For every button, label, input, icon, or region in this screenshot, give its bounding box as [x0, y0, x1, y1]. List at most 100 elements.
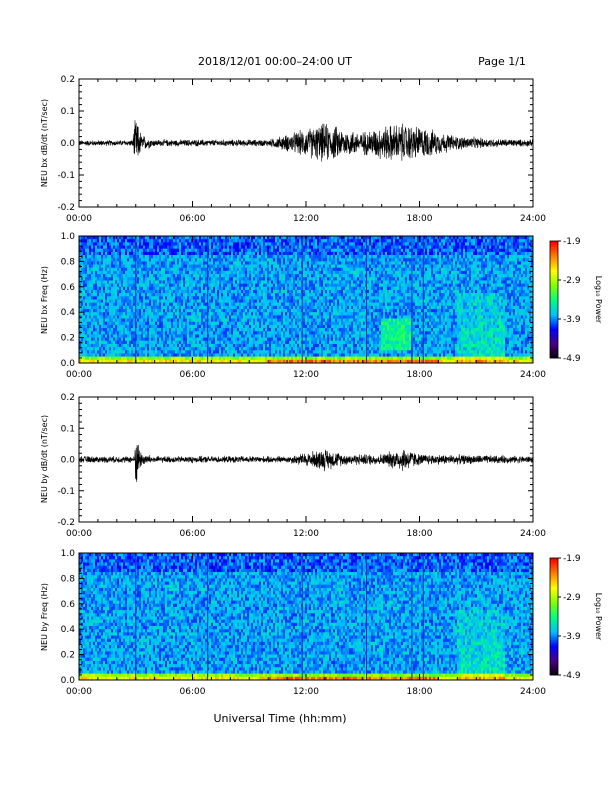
y-tick-label: -0.2 — [57, 203, 75, 213]
spectrogram-cell — [227, 245, 230, 249]
spectrogram-cell — [439, 277, 442, 281]
spectrogram-cell — [221, 239, 224, 243]
spectrogram-cell — [133, 293, 136, 297]
spectrogram-cell — [91, 236, 94, 240]
spectrogram-cell — [189, 283, 192, 288]
spectrogram-cell — [137, 261, 140, 265]
spectrogram-cell — [517, 299, 520, 303]
spectrogram-cell — [127, 255, 130, 259]
spectrogram-cell — [481, 296, 484, 300]
spectrogram-cell — [515, 245, 518, 249]
spectrogram-cell — [435, 264, 438, 269]
spectrogram-cell — [235, 286, 238, 291]
spectrogram-cell — [409, 280, 412, 284]
spectrogram-cell — [139, 299, 142, 303]
spectrogram-cell — [367, 264, 370, 269]
spectrogram-cell — [211, 296, 214, 300]
spectrogram-cell — [333, 267, 336, 272]
spectrogram-cell — [511, 286, 514, 291]
spectrogram-cell — [127, 293, 130, 297]
spectrogram-cell — [439, 283, 442, 288]
spectrogram-cell — [257, 277, 260, 281]
spectrogram-cell — [183, 242, 186, 246]
spectrogram-cell — [501, 293, 504, 297]
spectrogram-cell — [91, 270, 94, 275]
spectrogram-cell — [111, 251, 114, 256]
spectrogram-cell — [409, 283, 412, 288]
spectrogram-cell — [253, 280, 256, 284]
spectrogram-cell — [217, 296, 220, 300]
spectrogram-cell — [447, 277, 450, 281]
spectrogram-cell — [451, 251, 454, 256]
spectrogram-cell — [307, 283, 310, 288]
spectrogram-cell — [493, 258, 496, 262]
spectrogram-cell — [457, 286, 460, 291]
spectrogram-cell — [111, 289, 114, 294]
spectrogram-cell — [453, 264, 456, 269]
spectrogram-cell — [173, 245, 176, 249]
spectrogram-cell — [119, 242, 122, 246]
spectrogram-cell — [375, 245, 378, 249]
spectrogram-cell — [437, 277, 440, 281]
spectrogram-cell — [193, 270, 196, 275]
spectrogram-cell — [351, 261, 354, 265]
spectrogram-cell — [171, 261, 174, 265]
spectrogram-cell — [357, 258, 360, 262]
spectrogram-cell — [167, 264, 170, 269]
spectrogram-cell — [123, 267, 126, 272]
spectrogram-cell — [463, 242, 466, 246]
spectrogram-cell — [183, 264, 186, 269]
spectrogram-cell — [151, 302, 154, 307]
spectrogram-cell — [149, 302, 152, 307]
spectrogram-cell — [123, 293, 126, 297]
spectrogram-cell — [199, 299, 202, 303]
spectrogram-cell — [391, 261, 394, 265]
spectrogram-cell — [175, 267, 178, 272]
spectrogram-cell — [405, 236, 408, 240]
spectrogram-cell — [287, 255, 290, 259]
spectrogram-cell — [205, 255, 208, 259]
spectrogram-cell — [209, 293, 212, 297]
spectrogram-cell — [467, 280, 470, 284]
spectrogram-cell — [457, 264, 460, 269]
spectrogram-cell — [335, 258, 338, 262]
spectrogram-cell — [111, 296, 114, 300]
spectrogram-cell — [523, 258, 526, 262]
spectrogram-cell — [435, 245, 438, 249]
spectrogram-cell — [219, 283, 222, 288]
spectrogram-cell — [489, 255, 492, 259]
spectrogram-cell — [171, 302, 174, 307]
spectrogram-cell — [355, 296, 358, 300]
spectrogram-cell — [211, 236, 214, 240]
spectrogram-cell — [259, 251, 262, 256]
spectrogram-cell — [119, 255, 122, 259]
spectrogram-cell — [141, 286, 144, 291]
spectrogram-cell — [263, 245, 266, 249]
spectrogram-cell — [377, 274, 380, 278]
spectrogram-cell — [195, 242, 198, 246]
spectrogram-cell — [349, 261, 352, 265]
spectrogram-cell — [451, 270, 454, 275]
spectrogram-cell — [321, 267, 324, 272]
spectrogram-cell — [527, 299, 530, 303]
spectrogram-cell — [273, 239, 276, 243]
spectrogram-cell — [409, 245, 412, 249]
spectrogram-cell — [261, 251, 264, 256]
spectrogram-cell — [215, 299, 218, 303]
spectrogram-cell — [361, 286, 364, 291]
spectrogram-cell — [349, 255, 352, 259]
spectrogram-cell — [323, 255, 326, 259]
spectrogram-cell — [475, 261, 478, 265]
spectrogram-cell — [529, 242, 532, 246]
spectrogram-cell — [185, 261, 188, 265]
spectrogram-cell — [437, 239, 440, 243]
spectrogram-cell — [259, 245, 262, 249]
spectrogram-cell — [165, 242, 168, 246]
spectrogram-cell — [435, 261, 438, 265]
spectrogram-cell — [505, 267, 508, 272]
spectrogram-cell — [89, 286, 92, 291]
spectrogram-cell — [257, 239, 260, 243]
spectrogram-cell — [449, 267, 452, 272]
spectrogram-cell — [157, 302, 160, 307]
spectrogram-cell — [455, 264, 458, 269]
